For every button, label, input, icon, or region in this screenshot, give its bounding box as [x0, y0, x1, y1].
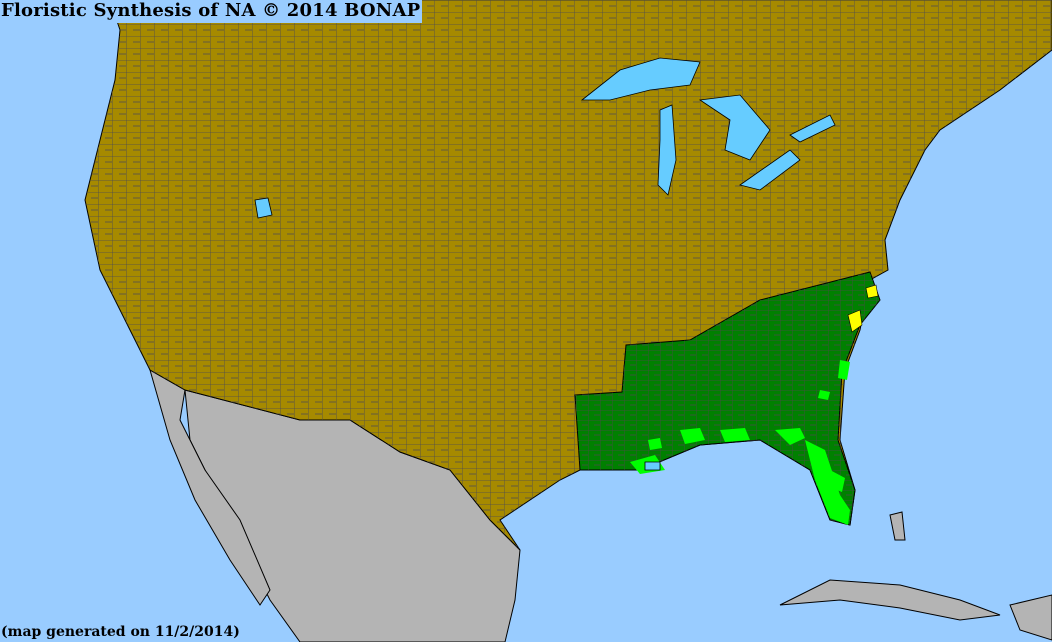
- great-salt-lake: [254, 197, 273, 219]
- lakes: [254, 57, 836, 471]
- lake-huron: [698, 94, 771, 161]
- baja-peninsula: [149, 368, 271, 606]
- caribbean-islands: [779, 511, 1052, 641]
- hispaniola: [1009, 594, 1052, 641]
- map-title: Floristic Synthesis of NA © 2014 BONAP: [0, 0, 423, 23]
- lake-pontchartrain: [644, 461, 661, 471]
- map-generated-date: (map generated on 11/2/2014): [1, 624, 240, 640]
- cuba: [779, 579, 1001, 621]
- rare-patches: [847, 284, 879, 333]
- lake-erie: [739, 149, 801, 191]
- lake-superior: [580, 57, 701, 101]
- lake-michigan: [657, 104, 677, 196]
- lake-ontario: [789, 114, 836, 143]
- andros: [889, 511, 906, 541]
